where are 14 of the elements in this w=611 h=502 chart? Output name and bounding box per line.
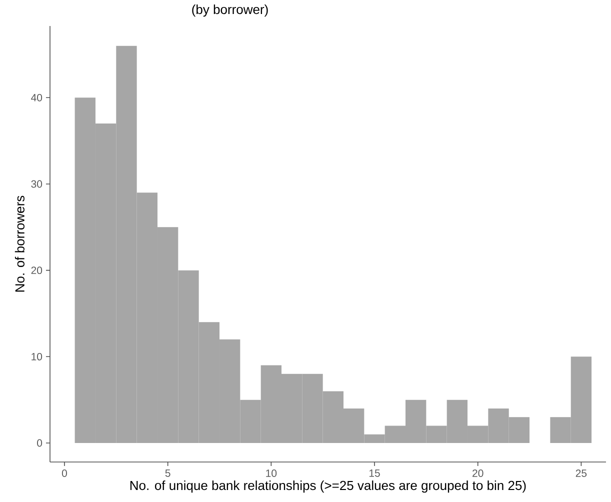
y-tick-label: 10 — [32, 352, 42, 360]
y-tick-label: 20 — [31, 266, 42, 274]
x-tick-label: 5 — [165, 470, 170, 477]
chart-title: (by borrower) — [192, 4, 268, 17]
y-axis-title: No. of borrowers — [14, 196, 24, 292]
x-axis-title: No. of unique bank relationships (>=25 values are grouped to bin 25) — [130, 480, 526, 493]
x-tick-label: 0 — [62, 470, 67, 477]
x-tick-label: 20 — [472, 470, 484, 477]
y-tick-label: 30 — [31, 180, 42, 188]
y-tick-label: 0 — [37, 439, 42, 447]
y-tick-label: 40 — [31, 94, 42, 102]
x-tick-label: 10 — [266, 470, 277, 477]
x-tick-label: 15 — [369, 470, 380, 477]
x-tick-label: 25 — [576, 470, 587, 477]
